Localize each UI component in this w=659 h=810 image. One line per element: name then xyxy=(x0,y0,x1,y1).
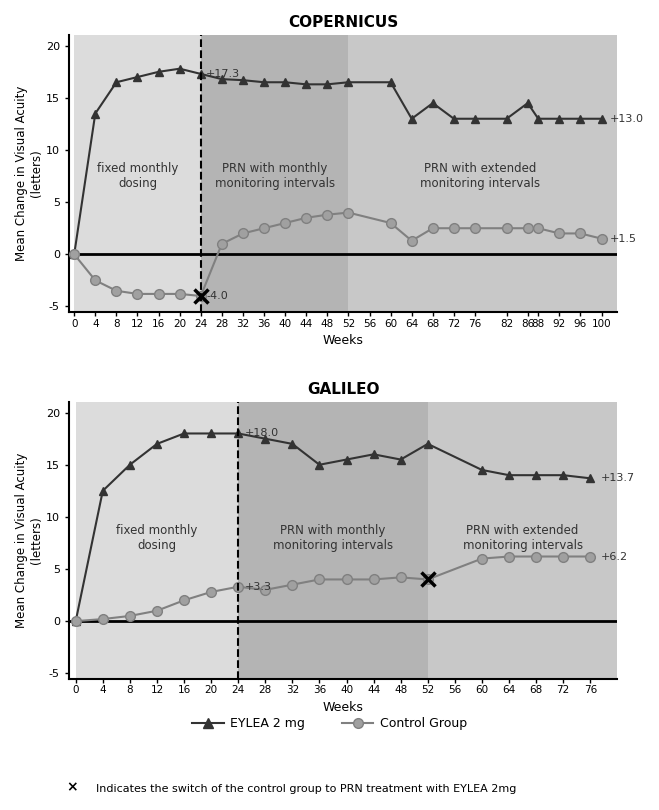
Text: -4.0: -4.0 xyxy=(206,291,228,301)
Text: +13.7: +13.7 xyxy=(600,473,635,484)
Text: PRN with extended
monitoring intervals: PRN with extended monitoring intervals xyxy=(420,162,540,190)
Legend: EYLEA 2 mg, Control Group: EYLEA 2 mg, Control Group xyxy=(187,712,472,735)
Text: fixed monthly
dosing: fixed monthly dosing xyxy=(97,162,178,190)
Bar xyxy=(238,403,428,679)
Text: PRN with extended
monitoring intervals: PRN with extended monitoring intervals xyxy=(463,524,583,552)
Y-axis label: Mean Change in Visual Acuity
(letters): Mean Change in Visual Acuity (letters) xyxy=(15,453,43,628)
Text: +17.3: +17.3 xyxy=(206,69,240,79)
X-axis label: Weeks: Weeks xyxy=(323,335,364,347)
Text: fixed monthly
dosing: fixed monthly dosing xyxy=(116,524,198,552)
Y-axis label: Mean Change in Visual Acuity
(letters): Mean Change in Visual Acuity (letters) xyxy=(15,86,43,261)
Bar xyxy=(349,36,617,312)
Text: +18.0: +18.0 xyxy=(245,428,279,438)
Text: ×: × xyxy=(66,780,78,794)
Text: +6.2: +6.2 xyxy=(600,552,627,561)
Title: GALILEO: GALILEO xyxy=(307,382,380,397)
Bar xyxy=(428,403,617,679)
Text: PRN with monthly
monitoring intervals: PRN with monthly monitoring intervals xyxy=(273,524,393,552)
Bar xyxy=(76,403,238,679)
Text: +1.5: +1.5 xyxy=(610,233,637,244)
Title: COPERNICUS: COPERNICUS xyxy=(288,15,398,30)
Text: +3.3: +3.3 xyxy=(245,582,272,592)
Text: Indicates the switch of the control group to PRN treatment with EYLEA 2mg: Indicates the switch of the control grou… xyxy=(89,784,517,794)
Text: PRN with monthly
monitoring intervals: PRN with monthly monitoring intervals xyxy=(215,162,335,190)
Bar xyxy=(201,36,349,312)
Bar xyxy=(74,36,201,312)
X-axis label: Weeks: Weeks xyxy=(323,701,364,714)
Text: +13.0: +13.0 xyxy=(610,113,643,124)
